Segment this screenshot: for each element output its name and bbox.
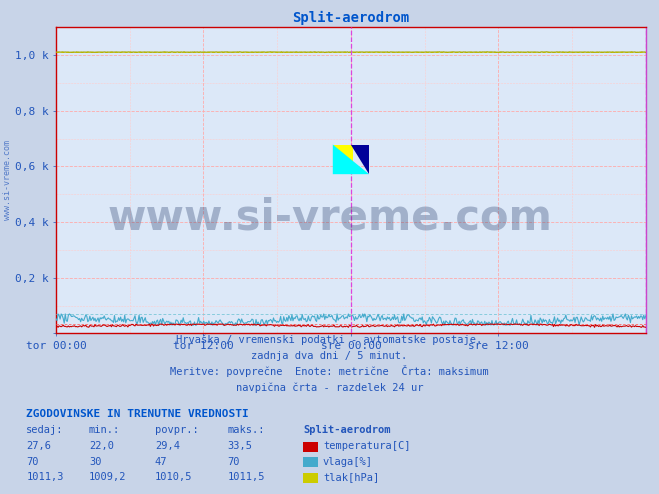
Text: vlaga[%]: vlaga[%] [323,457,373,467]
Text: www.si-vreme.com: www.si-vreme.com [3,140,13,220]
Text: 47: 47 [155,457,167,467]
Text: 22,0: 22,0 [89,441,114,452]
Title: Split-aerodrom: Split-aerodrom [293,10,409,25]
Text: 33,5: 33,5 [227,441,252,452]
Text: Split-aerodrom: Split-aerodrom [303,425,391,435]
Text: 27,6: 27,6 [26,441,51,452]
Text: sedaj:: sedaj: [26,425,64,435]
Text: min.:: min.: [89,425,120,435]
Text: povpr.:: povpr.: [155,425,198,435]
Text: navpična črta - razdelek 24 ur: navpična črta - razdelek 24 ur [236,383,423,393]
Text: maks.:: maks.: [227,425,265,435]
Text: tlak[hPa]: tlak[hPa] [323,472,379,482]
Text: 29,4: 29,4 [155,441,180,452]
Text: temperatura[C]: temperatura[C] [323,441,411,452]
Text: ZGODOVINSKE IN TRENUTNE VREDNOSTI: ZGODOVINSKE IN TRENUTNE VREDNOSTI [26,410,249,419]
Text: 1009,2: 1009,2 [89,472,127,482]
Text: 1011,5: 1011,5 [227,472,265,482]
Text: 70: 70 [26,457,39,467]
Text: www.si-vreme.com: www.si-vreme.com [107,196,552,238]
Text: 70: 70 [227,457,240,467]
Text: Hrvaška / vremenski podatki - avtomatske postaje.: Hrvaška / vremenski podatki - avtomatske… [177,335,482,345]
Text: 1010,5: 1010,5 [155,472,192,482]
Text: 30: 30 [89,457,101,467]
Text: 1011,3: 1011,3 [26,472,64,482]
Text: Meritve: povprečne  Enote: metrične  Črta: maksimum: Meritve: povprečne Enote: metrične Črta:… [170,365,489,377]
Text: zadnja dva dni / 5 minut.: zadnja dva dni / 5 minut. [251,351,408,361]
